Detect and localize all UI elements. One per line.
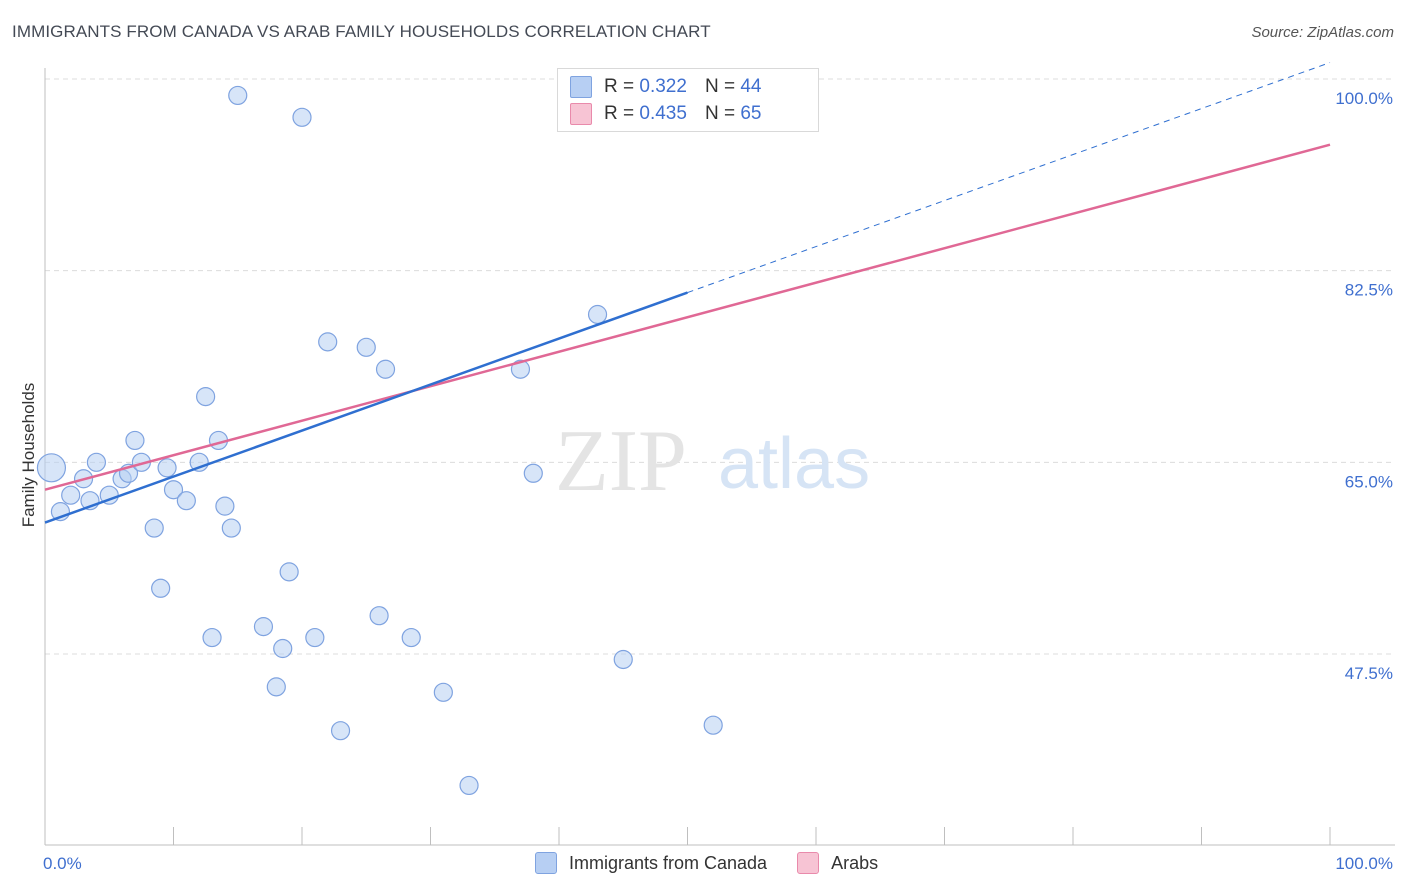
legend-r-value: 0.435 bbox=[639, 103, 687, 124]
x-tick-label: 100.0% bbox=[1335, 854, 1393, 873]
legend-label-canada: Immigrants from Canada bbox=[569, 852, 768, 873]
y-tick-label: 100.0% bbox=[1335, 89, 1393, 108]
canada-point bbox=[202, 627, 222, 648]
y-tick-label: 47.5% bbox=[1345, 664, 1393, 683]
canada-point bbox=[196, 387, 216, 407]
canada-point bbox=[273, 638, 293, 659]
legend-r-label: R = bbox=[604, 76, 635, 97]
y-tick-label: 82.5% bbox=[1345, 281, 1393, 300]
canada-point bbox=[587, 304, 608, 325]
canada-trend-line bbox=[44, 291, 688, 524]
canada-point bbox=[163, 480, 184, 500]
legend-r-label: R = bbox=[604, 103, 635, 124]
watermark-atlas: atlas bbox=[718, 424, 870, 504]
tick-labels: 47.5% 65.0% 82.5% 100.0% 0.0% 100.0% bbox=[43, 89, 1393, 873]
legend-item-canada[interactable]: Immigrants from Canada bbox=[535, 852, 767, 874]
canada-point bbox=[510, 359, 531, 379]
arabs-trend-line bbox=[44, 143, 1331, 491]
canada-trend-extension bbox=[687, 62, 1331, 294]
legend-row-canada: R = 0.322 N = 44 bbox=[570, 74, 761, 100]
canada-point bbox=[266, 677, 286, 697]
grid-lines bbox=[45, 78, 1395, 655]
legend-swatch-canada bbox=[535, 852, 557, 874]
chart-title: IMMIGRANTS FROM CANADA VS ARAB FAMILY HO… bbox=[12, 22, 711, 41]
canada-point bbox=[36, 453, 67, 483]
legend-n-value: 65 bbox=[740, 103, 762, 124]
canada-point bbox=[401, 627, 421, 648]
canada-point bbox=[305, 627, 325, 648]
canada-point bbox=[356, 337, 376, 357]
source-label: Source: ZipAtlas.com bbox=[1251, 24, 1394, 41]
x-tick-label: 0.0% bbox=[43, 854, 82, 873]
canada-point bbox=[151, 578, 171, 598]
y-tick-label: 65.0% bbox=[1345, 472, 1393, 491]
legend-label-arabs: Arabs bbox=[831, 852, 879, 873]
canada-point bbox=[318, 332, 338, 352]
canada-point bbox=[176, 491, 196, 511]
canada-point bbox=[144, 518, 164, 538]
canada-point bbox=[228, 85, 248, 106]
canada-point bbox=[613, 649, 633, 670]
series-legend: Immigrants from Canada Arabs bbox=[535, 852, 908, 874]
canada-point bbox=[221, 518, 241, 538]
legend-r-value: 0.322 bbox=[639, 76, 687, 97]
canada-point bbox=[292, 107, 312, 127]
canada-point bbox=[61, 485, 81, 505]
legend-swatch-arabs bbox=[570, 103, 592, 125]
stats-legend: R = 0.322 N = 44 R = 0.435 N = 65 bbox=[557, 68, 819, 132]
canada-point bbox=[125, 430, 145, 451]
canada-point bbox=[523, 463, 543, 483]
legend-n-label: N = bbox=[704, 76, 736, 97]
canada-point bbox=[253, 617, 274, 637]
canada-point bbox=[703, 715, 723, 735]
legend-swatch-canada bbox=[570, 76, 592, 98]
legend-row-arabs: R = 0.435 N = 65 bbox=[570, 101, 761, 127]
canada-point bbox=[433, 682, 453, 702]
canada-point bbox=[375, 359, 396, 379]
watermark: ZIP atlas bbox=[555, 413, 870, 510]
canada-point bbox=[86, 452, 107, 472]
legend-n-label: N = bbox=[704, 103, 736, 124]
canada-point bbox=[157, 458, 177, 478]
canada-point bbox=[369, 606, 389, 626]
legend-item-arabs[interactable]: Arabs bbox=[797, 852, 878, 874]
canada-point bbox=[279, 562, 299, 582]
y-axis-title: Family Households bbox=[19, 383, 38, 528]
legend-n-value: 44 bbox=[740, 76, 762, 97]
watermark-zip: ZIP bbox=[555, 413, 687, 510]
legend-swatch-arabs bbox=[797, 852, 820, 874]
canada-point bbox=[459, 775, 479, 796]
canada-point bbox=[330, 721, 351, 741]
trend-lines bbox=[44, 62, 1331, 524]
canada-point bbox=[215, 496, 235, 516]
